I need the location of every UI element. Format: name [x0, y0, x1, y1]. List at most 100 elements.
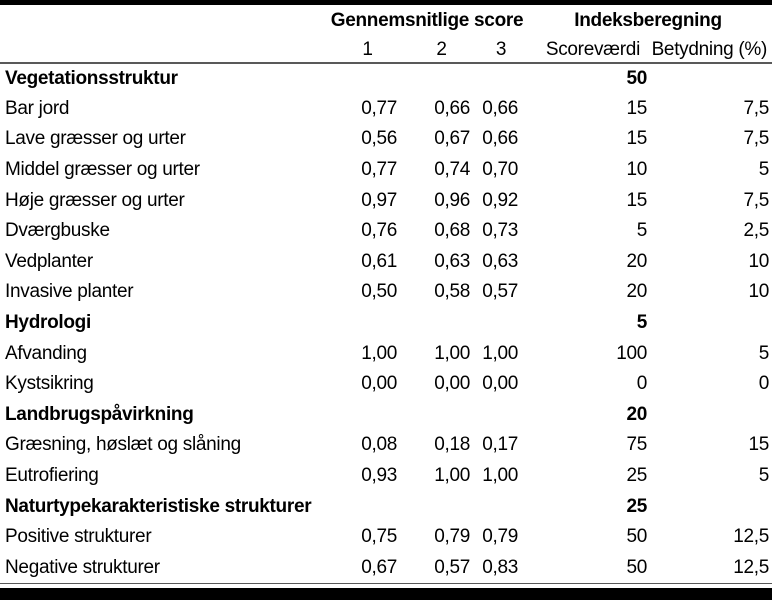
scorevaerdi-cell: 5: [636, 220, 648, 242]
row-label: Vegetationsstruktur: [5, 67, 178, 89]
betydning-cell: [650, 308, 772, 339]
score-1-cell: 0,93: [361, 465, 397, 487]
row-label: Positive strukturer: [5, 526, 152, 548]
betydning-cell: 10: [748, 250, 769, 272]
data-row: Græsning, høslæt og slåning 0,08 0,18 0,17 7…: [0, 430, 772, 461]
scorevaerdi-cell: 20: [626, 403, 647, 425]
score-2-cell: 0,79: [434, 526, 470, 548]
score-1-cell: [330, 308, 405, 339]
section-row: Hydrologi 5: [0, 308, 772, 339]
scorevaerdi-cell: 15: [626, 97, 647, 119]
row-label: Naturtypekarakteristiske strukturer: [5, 495, 312, 517]
score-2-cell: 0,74: [434, 159, 470, 181]
score-2-cell: 0,96: [434, 189, 470, 211]
scorevaerdi-cell: 15: [626, 189, 647, 211]
scorevaerdi-cell: 15: [626, 128, 647, 150]
score-2-cell: [405, 63, 478, 94]
betydning-cell: 10: [748, 281, 769, 303]
row-label: Eutrofiering: [5, 465, 99, 487]
row-label: Hydrologi: [5, 312, 91, 334]
row-label: Græsning, høslæt og slåning: [5, 434, 241, 456]
corner-cell: [0, 37, 330, 64]
betydning-cell: [650, 63, 772, 94]
score-3-cell: 0,57: [482, 281, 518, 303]
score-2-cell: 0,57: [405, 552, 478, 584]
score-3-cell: 0,79: [482, 526, 518, 548]
score-1-cell: 0,61: [361, 250, 397, 272]
data-row: Vedplanter 0,61 0,63 0,63 20 10: [0, 247, 772, 278]
score-1-cell: 0,67: [330, 552, 405, 584]
betydning-cell: 7,5: [743, 97, 769, 119]
scorevaerdi-cell: 10: [626, 159, 647, 181]
score-2-cell: 0,66: [434, 97, 470, 119]
score-3-cell: 0,73: [482, 220, 518, 242]
row-label: Invasive planter: [5, 281, 134, 303]
score-3-cell: 0,83: [478, 552, 524, 584]
score-1-cell: [330, 400, 405, 431]
score-1-cell: 0,77: [361, 159, 397, 181]
score-3-cell: [478, 308, 524, 339]
score-1-cell: 0,08: [361, 434, 397, 456]
betydning-cell: 12,5: [650, 552, 772, 584]
score-3-cell: 0,92: [482, 189, 518, 211]
score-1-cell: 1,00: [361, 342, 397, 364]
column-header-betydning: Betydning (%): [650, 37, 772, 64]
table-bottom-border-bar: [0, 588, 772, 600]
betydning-cell: 0: [758, 373, 770, 395]
betydning-cell: 5: [758, 465, 770, 487]
data-row: Dværgbuske 0,76 0,68 0,73 5 2,5: [0, 216, 772, 247]
row-label: Afvanding: [5, 342, 87, 364]
group-header-gennemsnitlige-score: Gennemsnitlige score: [330, 10, 524, 31]
score-2-cell: 0,67: [434, 128, 470, 150]
betydning-cell: [650, 491, 772, 522]
betydning-cell: 2,5: [743, 220, 769, 242]
data-row: Eutrofiering 0,93 1,00 1,00 25 5: [0, 461, 772, 492]
scorevaerdi-cell: 20: [626, 281, 647, 303]
data-row: Bar jord 0,77 0,66 0,66 15 7,5: [0, 94, 772, 125]
score-3-cell: 0,70: [482, 159, 518, 181]
data-row: Lave græsser og urter 0,56 0,67 0,66 15 7,5: [0, 124, 772, 155]
betydning-cell: 7,5: [743, 189, 769, 211]
score-2-cell: [405, 400, 478, 431]
data-row: Høje græsser og urter 0,97 0,96 0,92 15 7,5: [0, 185, 772, 216]
score-1-cell: 0,50: [361, 281, 397, 303]
data-row: Middel græsser og urter 0,77 0,74 0,70 10 5: [0, 155, 772, 186]
row-label: Dværgbuske: [5, 220, 110, 242]
corner-cell: [0, 5, 330, 37]
row-label: Middel græsser og urter: [5, 159, 200, 181]
score-2-cell: 1,00: [434, 342, 470, 364]
score-3-cell: 0,66: [482, 97, 518, 119]
score-1-cell: 0,97: [361, 189, 397, 211]
group-header-indeksberegning: Indeksberegning: [574, 10, 722, 31]
section-row: Landbrugspåvirkning 20: [0, 400, 772, 431]
section-row: Naturtypekarakteristiske strukturer 25: [0, 491, 772, 522]
score-1-cell: [330, 491, 405, 522]
score-2-cell: 0,00: [434, 373, 470, 395]
column-header-scorevaerdi: Scoreværdi: [524, 37, 650, 64]
score-1-cell: [330, 63, 405, 94]
row-label: Høje græsser og urter: [5, 189, 185, 211]
table-top-border-bar: [0, 0, 772, 5]
score-2-cell: 0,63: [434, 250, 470, 272]
betydning-cell: 5: [758, 159, 770, 181]
data-row: Positive strukturer 0,75 0,79 0,79 50 12,5: [0, 522, 772, 553]
score-3-cell: 0,66: [482, 128, 518, 150]
score-3-cell: [478, 63, 524, 94]
score-3-cell: [478, 491, 524, 522]
scorevaerdi-cell: 100: [616, 342, 647, 364]
score-1-cell: 0,56: [361, 128, 397, 150]
score-3-cell: 1,00: [482, 465, 518, 487]
score-3-cell: 1,00: [482, 342, 518, 364]
betydning-cell: [650, 400, 772, 431]
scorevaerdi-cell: 25: [626, 465, 647, 487]
score-2-cell: 0,18: [434, 434, 470, 456]
column-header-score-2: 2: [405, 37, 478, 64]
score-3-cell: 0,00: [482, 373, 518, 395]
data-row: Invasive planter 0,50 0,58 0,57 20 10: [0, 277, 772, 308]
score-1-cell: 0,75: [361, 526, 397, 548]
score-2-cell: [405, 491, 478, 522]
scorevaerdi-cell: 25: [626, 495, 647, 517]
score-1-cell: 0,77: [361, 97, 397, 119]
score-3-cell: 0,17: [482, 434, 518, 456]
data-row: Kystsikring 0,00 0,00 0,00 0 0: [0, 369, 772, 400]
